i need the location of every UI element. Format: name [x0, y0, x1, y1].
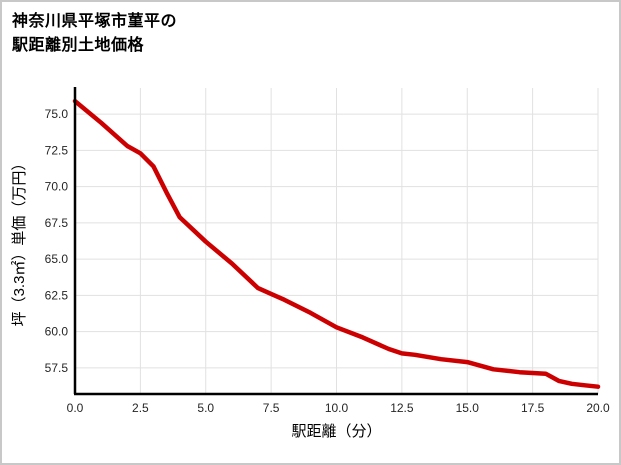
y-tick-label: 65.0 [45, 252, 69, 266]
x-tick-label: 10.0 [325, 401, 349, 415]
y-tick-label: 57.5 [45, 361, 69, 375]
x-tick-label: 0.0 [67, 401, 84, 415]
y-tick-label: 67.5 [45, 216, 69, 230]
x-tick-label: 12.5 [390, 401, 414, 415]
y-tick-label: 75.0 [45, 107, 69, 121]
y-tick-label: 60.0 [45, 325, 69, 339]
x-tick-label: 17.5 [521, 401, 545, 415]
y-tick-label: 62.5 [45, 288, 69, 302]
x-tick-label: 5.0 [197, 401, 214, 415]
x-axis-label: 駅距離（分） [291, 422, 381, 440]
chart-title-line1: 神奈川県平塚市菫平の [12, 13, 178, 30]
price-line-series [72, 98, 601, 389]
gridlines [74, 88, 599, 394]
y-axis-label: 坪（3.3㎡）単価（万円） [11, 156, 28, 327]
x-tick-label: 20.0 [586, 401, 610, 415]
axis-spines [73, 87, 598, 396]
x-tick-label: 7.5 [263, 401, 280, 415]
y-tick-label: 72.5 [45, 143, 69, 157]
tick-labels: 0.0 2.5 5.0 7.5 10.0 12.5 15.0 17.5 20.0 57.5 60.0… [45, 107, 610, 415]
x-tick-label: 15.0 [456, 401, 480, 415]
y-tick-label: 70.0 [45, 180, 69, 194]
x-tick-label: 2.5 [132, 401, 149, 415]
chart-title-line2: 駅距離別土地価格 [12, 37, 145, 54]
chart-title: 神奈川県平塚市菫平の 駅距離別土地価格 [12, 10, 177, 58]
